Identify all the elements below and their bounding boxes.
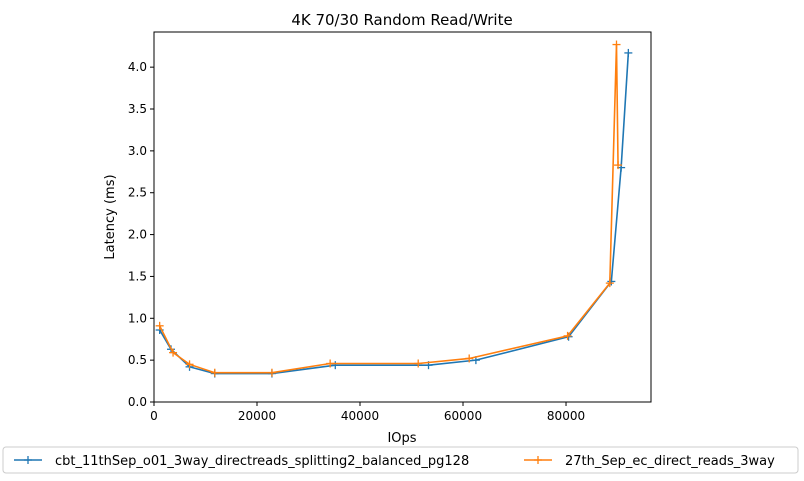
legend-label-series-2: 27th_Sep_ec_direct_reads_3way xyxy=(565,454,775,469)
data-point-marker xyxy=(624,48,633,57)
x-tick-label: 80000 xyxy=(547,409,585,423)
series-line xyxy=(158,52,630,375)
series-1 xyxy=(155,48,633,378)
legend-marker-series-1 xyxy=(14,456,42,464)
data-point-marker xyxy=(614,161,623,170)
series-line xyxy=(158,44,619,374)
data-point-marker xyxy=(267,368,276,377)
chart-title: 4K 70/30 Random Read/Write xyxy=(291,11,512,29)
y-axis-label: Latency (ms) xyxy=(103,174,118,259)
data-point-marker xyxy=(612,40,621,49)
data-point-marker xyxy=(414,359,423,368)
series-2 xyxy=(155,40,623,377)
x-tick-label: 40000 xyxy=(341,409,379,423)
data-point-marker xyxy=(326,359,335,368)
y-tick-label: 2.5 xyxy=(128,186,147,200)
legend-marker-series-2 xyxy=(524,456,552,464)
data-point-marker xyxy=(169,348,178,357)
x-tick-label: 20000 xyxy=(238,409,276,423)
y-tick-label: 2.0 xyxy=(128,228,147,242)
x-tick-label: 60000 xyxy=(444,409,482,423)
legend-point-marker xyxy=(534,456,542,464)
legend-box xyxy=(2,446,799,474)
y-tick-label: 4.0 xyxy=(128,60,147,74)
axes-frame xyxy=(153,31,652,403)
y-tick-label: 3.0 xyxy=(128,144,147,158)
series-layer xyxy=(155,40,633,378)
legend: cbt_11thSep_o01_3way_directreads_splitti… xyxy=(2,446,799,474)
x-tick-label: 0 xyxy=(150,409,158,423)
data-point-marker xyxy=(331,361,340,370)
data-point-marker xyxy=(563,331,572,340)
y-tick-label: 0.5 xyxy=(128,353,147,367)
y-tick-label: 3.5 xyxy=(128,102,147,116)
data-point-marker xyxy=(155,321,164,330)
legend-point-marker xyxy=(24,456,32,464)
data-point-marker xyxy=(607,277,616,286)
data-point-marker xyxy=(185,360,194,369)
y-tick-label: 0.0 xyxy=(128,395,147,409)
y-axis-ticks: 0.0 0.5 1.0 1.5 2.0 2.5 3.0 3.5 4.0 xyxy=(128,60,154,409)
legend-label-series-1: cbt_11thSep_o01_3way_directreads_splitti… xyxy=(55,454,469,469)
x-axis-ticks: 0 20000 40000 60000 80000 xyxy=(150,402,585,423)
data-point-marker xyxy=(465,354,474,363)
data-point-marker xyxy=(605,279,614,288)
y-tick-label: 1.0 xyxy=(128,311,147,325)
data-point-marker xyxy=(210,368,219,377)
x-axis-label: IOps xyxy=(387,431,416,446)
y-tick-label: 1.5 xyxy=(128,269,147,283)
